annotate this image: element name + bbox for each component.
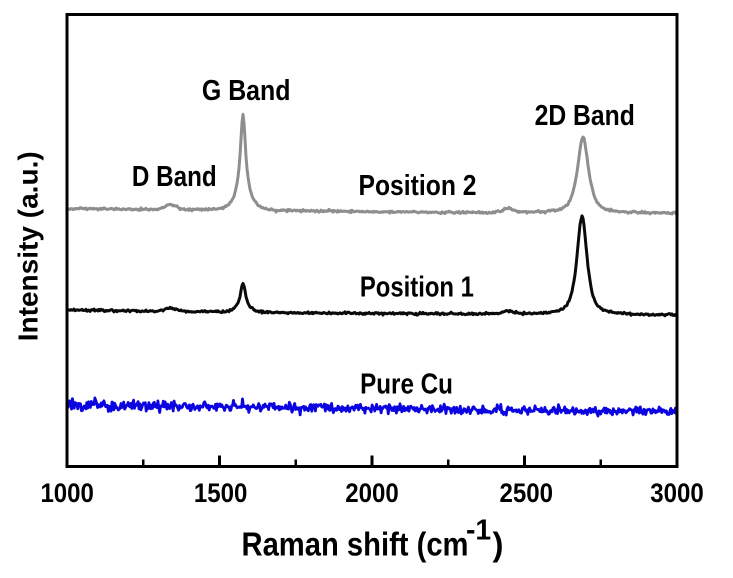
svg-text:1000: 1000 bbox=[40, 478, 94, 508]
svg-text:Raman shift (cm: Raman shift (cm bbox=[242, 525, 469, 562]
svg-text:Position 1: Position 1 bbox=[360, 272, 474, 304]
svg-text:3000: 3000 bbox=[650, 478, 704, 508]
svg-text:2D Band: 2D Band bbox=[535, 100, 635, 132]
svg-text:G Band: G Band bbox=[202, 75, 291, 107]
svg-text:1500: 1500 bbox=[194, 478, 248, 508]
svg-text:2000: 2000 bbox=[345, 478, 399, 508]
svg-text:Position 2: Position 2 bbox=[359, 170, 477, 202]
svg-text:2500: 2500 bbox=[500, 478, 554, 508]
svg-text:-1: -1 bbox=[466, 515, 491, 547]
svg-text:Pure Cu: Pure Cu bbox=[360, 368, 453, 400]
svg-text:Intensity (a.u.): Intensity (a.u.) bbox=[13, 151, 44, 341]
svg-text:D Band: D Band bbox=[132, 161, 217, 193]
svg-text:): ) bbox=[493, 525, 504, 562]
